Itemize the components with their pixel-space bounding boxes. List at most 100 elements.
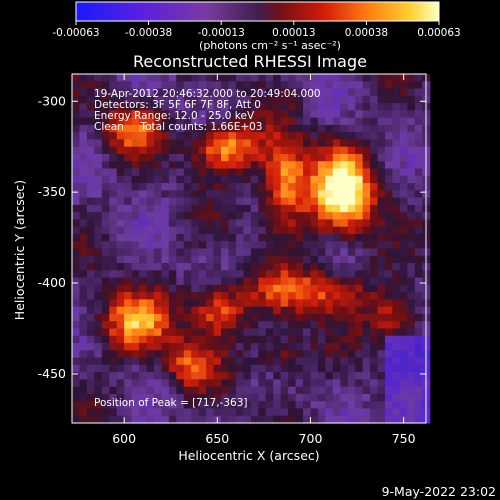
heatmap-cell [325,175,334,184]
heatmap-cell [317,241,326,250]
heatmap-cell [355,212,364,221]
heatmap-cell [124,284,133,293]
heatmap-cell [94,226,103,235]
heatmap-cell [370,292,379,300]
x-tick-label: 600 [112,431,136,446]
heatmap-cell [243,350,252,359]
heatmap-cell [362,401,371,410]
heatmap-cell [206,263,215,271]
heatmap-cell [176,372,185,380]
heatmap-cell [213,292,222,300]
heatmap-cell [139,74,148,82]
heatmap-cell [377,117,386,126]
heatmap-cell [317,146,326,155]
heatmap-cell [399,357,408,366]
heatmap-cell [310,313,319,322]
heatmap-cell [124,270,133,279]
heatmap-cell [228,306,237,315]
heatmap-cell [414,393,423,402]
heatmap-cell [183,408,192,417]
heatmap-cell [332,357,341,366]
heatmap-cell [310,343,319,351]
heatmap-cell [370,372,379,380]
heatmap-cell [310,132,319,141]
heatmap-cell [414,74,423,82]
heatmap-cell [332,110,341,119]
heatmap-cell [183,146,192,155]
heatmap-cell [206,372,215,380]
heatmap-cell [235,415,245,424]
heatmap-cell [250,117,259,126]
heatmap-cell [303,132,312,141]
heatmap-cell [191,74,200,82]
heatmap-cell [116,255,125,264]
heatmap-cell [206,175,215,184]
heatmap-cell [124,393,133,402]
heatmap-cell [191,277,200,286]
heatmap-cell [124,103,133,111]
heatmap-cell [250,168,259,177]
heatmap-cell [109,357,118,366]
heatmap-cell [228,415,237,424]
heatmap-cell [183,81,192,90]
heatmap-cell [392,103,401,111]
heatmap-cell [288,88,297,97]
heatmap-cell [407,284,416,293]
heatmap-cell [72,226,81,235]
heatmap-cell [124,110,133,119]
heatmap-cell [191,408,200,417]
heatmap-cell [250,408,259,417]
heatmap-cell [109,212,118,221]
heatmap-cell [131,175,140,184]
y-tick-label: -300 [38,93,66,108]
heatmap-cell [370,81,379,90]
heatmap-cell [191,328,200,337]
heatmap-cell [310,379,319,388]
heatmap-cell [235,74,245,82]
heatmap-cell [86,306,95,315]
heatmap-cell [153,95,163,104]
heatmap-cell [340,350,349,359]
heatmap-cell [191,153,200,162]
heatmap-cell [407,74,416,82]
heatmap-cell [109,161,118,170]
heatmap-cell [310,204,319,213]
heatmap-cell [116,263,125,271]
heatmap-cell [303,146,312,155]
heatmap-cell [235,190,245,199]
heatmap-cell [79,81,88,90]
heatmap-cell [109,401,118,410]
heatmap-cell [414,321,423,330]
heatmap-cell [414,292,423,300]
heatmap-cell [370,408,379,417]
heatmap-cell [228,284,237,293]
heatmap-cell [183,197,192,206]
heatmap-cell [206,292,215,300]
heatmap-cell [86,95,95,104]
heatmap-cell [146,248,155,257]
heatmap-cell [131,321,140,330]
colorbar-unit-label: (photons cm⁻² s⁻¹ asec⁻²) [199,39,341,52]
heatmap-cell [265,299,274,308]
heatmap-cell [355,343,364,351]
heatmap-cell [310,197,319,206]
heatmap-cell [385,117,394,126]
heatmap-cell [124,401,133,410]
heatmap-cell [94,153,103,162]
heatmap-cell [101,321,110,330]
heatmap-cell [303,372,312,380]
heatmap-cell [124,364,133,373]
heatmap-cell [273,393,282,402]
heatmap-cell [116,313,125,322]
heatmap-cell [191,219,200,228]
heatmap-cell [288,74,297,82]
heatmap-cell [139,248,148,257]
heatmap-cell [332,270,341,279]
heatmap-cell [101,255,110,264]
heatmap-cell [161,328,170,337]
heatmap-cell [161,350,170,359]
heatmap-cell [250,74,259,82]
heatmap-cell [168,146,177,155]
heatmap-cell [213,284,222,293]
heatmap-cell [139,139,148,148]
